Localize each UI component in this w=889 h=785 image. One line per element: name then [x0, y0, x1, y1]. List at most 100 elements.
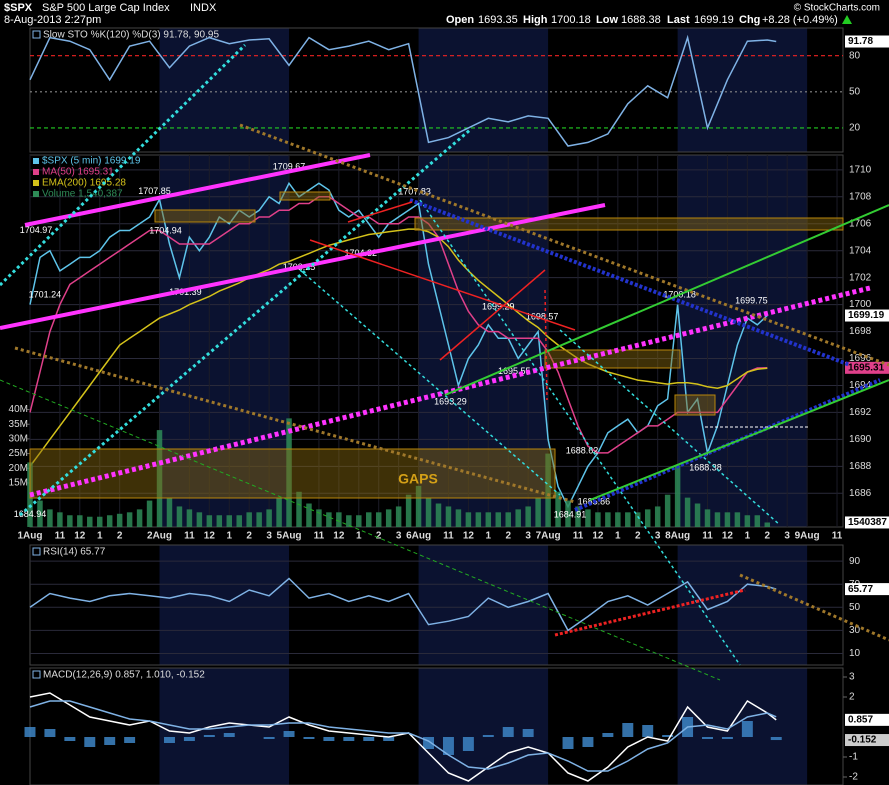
x-tick-label: 11 [184, 531, 195, 542]
gap-zone [544, 349, 681, 369]
histogram-bar [164, 737, 175, 743]
volume-bar [445, 506, 452, 527]
histogram-bar [522, 729, 534, 737]
volume-bar [605, 512, 611, 527]
trendline [14, 346, 576, 504]
trendline [444, 204, 889, 396]
trendline [409, 198, 851, 367]
value-box-label: 1695.31 [848, 362, 885, 373]
volume-bar [565, 500, 571, 527]
value-box [845, 713, 889, 726]
x-tick-label: 12 [592, 531, 604, 542]
histogram-bar [44, 729, 56, 737]
value-boxes: 91.78 1699.19 1695.31 1540387 65.77 0.857 -0.1… [845, 35, 889, 747]
trendline [559, 329, 781, 526]
volume-bar [186, 509, 193, 527]
volume-bar [744, 515, 751, 527]
x-tick-label: 12 [722, 531, 734, 542]
symbol: $SPX [4, 2, 33, 14]
histogram-bar [602, 733, 614, 737]
volume-bar [425, 497, 432, 527]
value-box-label: 91.78 [848, 36, 873, 47]
volume-bar [216, 515, 223, 527]
panel: 1686 1688 1690 1692 1694 1696 1698 1700 1702 1704… [9, 154, 872, 542]
histogram-bar [462, 737, 474, 751]
y2-tick-label: 25M [9, 448, 28, 459]
histogram-bar [741, 721, 753, 737]
volume-bar [714, 512, 721, 527]
histogram-bar [582, 737, 594, 747]
y2-tick-label: 15M [9, 478, 28, 489]
volume-bar [505, 512, 511, 527]
legend-swatch [33, 158, 39, 164]
low-value: 1688.38 [621, 14, 661, 26]
y-tick-label: 1694 [849, 380, 872, 391]
price-annotation: 1684.94 [14, 509, 47, 519]
x-tick-label: 2 [635, 531, 641, 542]
trendline [544, 289, 548, 401]
x-tick-label: 6Aug [406, 531, 431, 542]
x-tick-label: 9Aug [795, 531, 820, 542]
volume-bar [286, 418, 292, 527]
volume-bar [166, 497, 173, 527]
volume-bar [346, 515, 352, 527]
price-annotation: 1699.75 [735, 295, 768, 305]
volume-bar [116, 513, 123, 527]
volume-bar [146, 500, 153, 527]
x-tick-label: 11 [832, 531, 843, 542]
y-tick-label: -1 [849, 752, 858, 763]
x-tick-label: 2 [376, 531, 382, 542]
price-annotation: 1709.67 [273, 162, 306, 172]
histogram-bar [482, 735, 494, 737]
trendline [19, 128, 471, 517]
volume-bar [77, 515, 83, 527]
title-icon [32, 670, 41, 679]
volume-bar [455, 509, 462, 527]
volume-bar [366, 512, 372, 527]
legend-swatch [33, 169, 39, 175]
histogram-bar [622, 723, 634, 737]
volume-bar [395, 506, 402, 527]
value-box [845, 309, 889, 322]
value-box-label: 65.77 [848, 584, 873, 595]
last-label: Last [667, 14, 690, 26]
histogram-bar [104, 737, 116, 745]
volume-bar [196, 512, 203, 527]
high-label: High [523, 14, 548, 26]
x-tick-label: 5Aug [277, 531, 302, 542]
gap-zone [674, 394, 716, 416]
volume-bar [276, 497, 282, 527]
session-band [159, 28, 290, 152]
volume-bar [485, 512, 492, 527]
histogram-bar [562, 737, 574, 749]
x-tick-label: 11 [314, 531, 325, 542]
x-tick-label: 1 [226, 531, 232, 542]
legend-label: EMA(200) 1695.28 [42, 178, 126, 189]
x-tick-label: 2 [246, 531, 252, 542]
x-tick-label: 1 [486, 531, 492, 542]
trendline [309, 239, 576, 331]
up-arrow [842, 15, 852, 24]
trendline [589, 379, 889, 501]
volume-bar [595, 512, 601, 527]
x-tick-label: 1 [97, 531, 103, 542]
y-tick-label: 3 [849, 672, 855, 683]
volume-bar [97, 516, 103, 527]
price-annotation: 1684.91 [554, 509, 587, 519]
open-label: Open [446, 14, 474, 26]
x-tick-label: 2 [764, 531, 770, 542]
index-name: S&P 500 Large Cap Index [42, 2, 170, 14]
volume-bar [226, 515, 233, 527]
value-box [845, 583, 889, 596]
x-tick-label: 1 [615, 531, 621, 542]
panel-title: RSI(14) 65.77 [43, 547, 106, 558]
y-tick-label: 1706 [849, 218, 872, 229]
value-box-label: 1540387 [848, 517, 887, 528]
volume-bar [535, 497, 541, 527]
volume-bar [465, 512, 472, 527]
panel: 1030507090RSI(14) 65.77 [29, 544, 861, 666]
trendline [554, 588, 746, 637]
volume-bar [246, 512, 252, 527]
volume-bar [176, 506, 183, 527]
